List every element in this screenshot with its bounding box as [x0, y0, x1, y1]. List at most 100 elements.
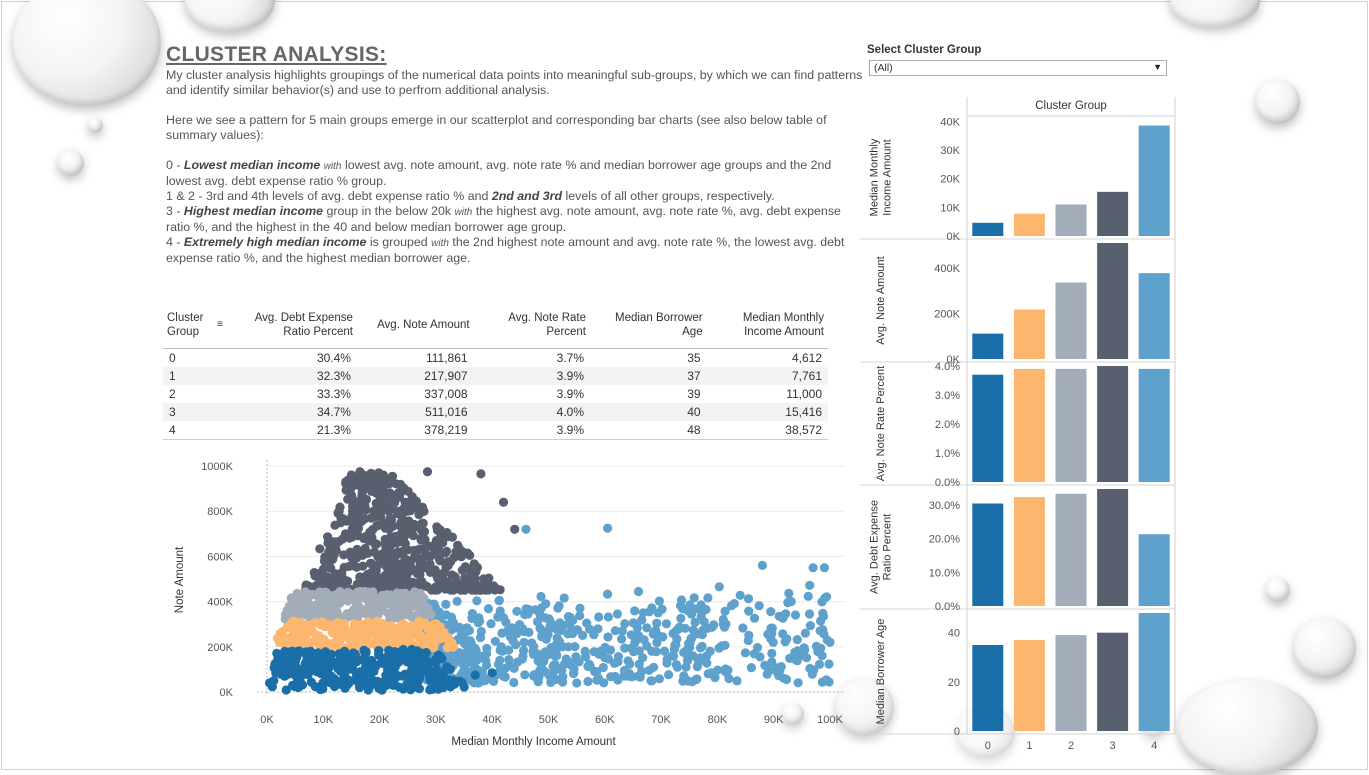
sort-icon[interactable]: ≡: [217, 319, 223, 330]
scatter-point: [612, 609, 622, 619]
scatter-point: [457, 658, 467, 668]
scatter-point: [343, 494, 353, 504]
scatter-point: [454, 649, 464, 659]
y-tick-label: 3.0%: [935, 390, 960, 402]
y-tick-label: 30.0%: [929, 500, 960, 512]
column-header[interactable]: Median Monthly Income Amount: [706, 302, 828, 349]
bar-cluster-4: [1138, 368, 1170, 482]
scatter-point: [294, 603, 304, 613]
scatter-point: [779, 673, 789, 683]
scatter-point: [688, 625, 698, 635]
scatter-point: [670, 640, 680, 650]
table-cell: 15,416: [706, 403, 828, 421]
scatter-point: [413, 522, 423, 532]
scatter-point: [361, 647, 371, 657]
table-cell: 33.3%: [316, 387, 351, 401]
scatter-point: [373, 560, 383, 570]
scatter-point: [634, 646, 644, 656]
scatter-point: [389, 647, 399, 657]
scatter-point: [555, 618, 565, 628]
scatter-point: [452, 596, 462, 606]
table-cell: 38,572: [706, 421, 828, 440]
x-axis-label: Median Monthly Income Amount: [451, 736, 616, 748]
scatter-point: [341, 477, 351, 487]
scatter-point: [455, 676, 465, 686]
scatter-point: [325, 659, 335, 669]
group-0-description: 0 - Lowest median income with lowest avg…: [166, 158, 866, 189]
scatter-point: [380, 546, 390, 556]
scatter-point: [693, 655, 703, 665]
scatter-point: [410, 679, 420, 689]
scatter-point: [536, 591, 546, 602]
scatter-point: [388, 636, 398, 646]
scatter-point: [394, 488, 404, 498]
scatter-point: [424, 608, 435, 618]
scatter-point: [817, 651, 827, 661]
column-header[interactable]: Avg. Note Rate Percent: [473, 302, 591, 349]
water-drop-decoration: [836, 678, 894, 736]
scatter-point: [405, 669, 415, 679]
scatter-point: [766, 607, 776, 617]
scatter-point: [744, 630, 754, 640]
y-tick-label: 800K: [207, 506, 233, 518]
scatter-point: [705, 646, 715, 656]
group-text: group in the below 20k: [323, 204, 455, 218]
scatter-point: [476, 585, 486, 595]
scatter-point: [563, 619, 573, 629]
table-cell: 337,008: [424, 387, 468, 401]
scatter-point: [569, 664, 579, 674]
column-header[interactable]: Avg. Note Amount: [356, 302, 474, 349]
x-tick-label: 100K: [817, 714, 843, 726]
scatter-point: [527, 638, 537, 648]
table-cell: 40: [590, 403, 707, 421]
scatter-point: [336, 679, 346, 689]
scatter-point: [329, 674, 339, 684]
table-cell: 511,016: [356, 403, 474, 421]
bar-cluster-0: [972, 644, 1004, 731]
table-cell: 37: [590, 367, 707, 385]
chevron-down-icon[interactable]: ▼: [1153, 62, 1162, 72]
scatter-point: [432, 542, 442, 553]
scatter-point: [559, 593, 569, 603]
scatter-point: [445, 664, 455, 674]
column-header[interactable]: Avg. Debt Expense Ratio Percent: [240, 302, 357, 349]
scatter-point: [313, 663, 323, 673]
water-drop-decoration: [13, 0, 161, 106]
scatter-point: [654, 596, 664, 606]
scatter-point: [600, 653, 610, 663]
scatter-point: [546, 643, 556, 653]
column-header-cluster-group[interactable]: Cluster Group ≡: [163, 302, 241, 349]
y-tick-label: 40K: [940, 116, 960, 128]
cluster-group-filter-select[interactable]: (All) ▼: [869, 60, 1167, 76]
scatter-point: [338, 534, 348, 544]
x-tick-label: 4: [1151, 740, 1157, 752]
scatter-point: [820, 593, 830, 603]
scatter-point: [318, 684, 328, 694]
scatter-point: [407, 627, 417, 638]
scatter-point: [372, 539, 382, 549]
scatter-point: [634, 630, 644, 641]
scatter-point: [507, 623, 517, 633]
bar-cluster-1: [1013, 640, 1045, 731]
x-tick-label: 80K: [708, 714, 728, 726]
scatter-point: [697, 629, 708, 640]
scatter-point: [437, 654, 447, 664]
scatter-point: [617, 634, 627, 644]
scatter-point: [533, 656, 543, 666]
scatter-point: [344, 561, 354, 571]
scatter-point: [333, 508, 343, 518]
scatter-point: [395, 575, 405, 585]
table-cell: 4,612: [791, 351, 822, 365]
column-header[interactable]: Median Borrower Age: [590, 302, 707, 349]
scatter-point: [472, 596, 482, 606]
scatter-point: [505, 632, 515, 642]
scatter-point: [535, 623, 545, 633]
scatter-point: [521, 604, 531, 614]
scatter-point: [767, 648, 777, 658]
scatter-point: [446, 612, 456, 622]
scatter-point: [776, 662, 786, 672]
scatter-point: [345, 533, 355, 543]
y-tick-label: 10K: [940, 202, 960, 214]
scatter-point: [333, 633, 343, 643]
